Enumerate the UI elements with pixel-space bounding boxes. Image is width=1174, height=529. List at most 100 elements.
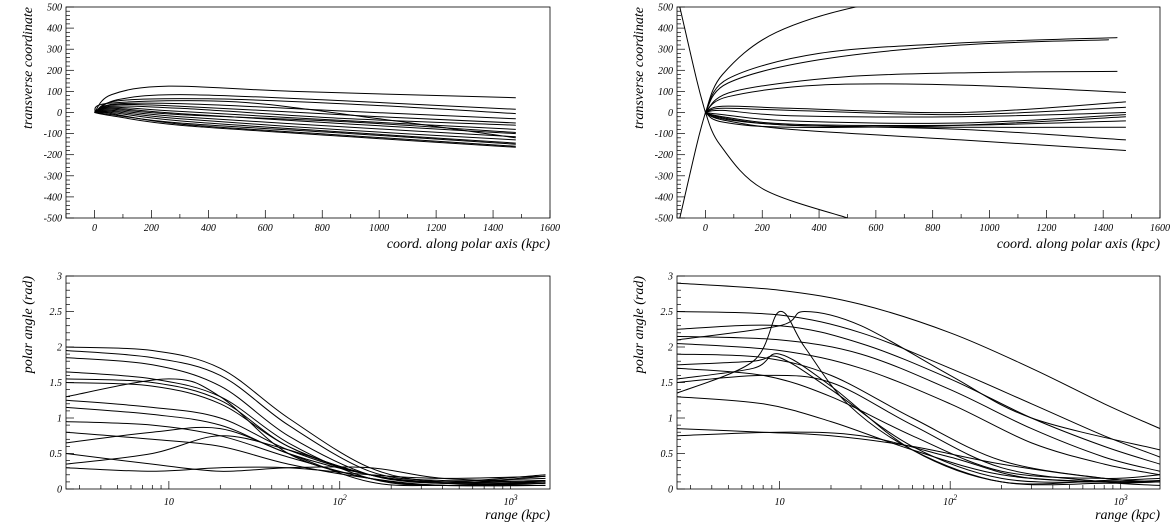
y-tick-label: 3 [667, 272, 673, 283]
x-tick-label: 400 [812, 223, 827, 234]
series-line-3 [677, 324, 1160, 465]
y-tick-label: 400 [658, 24, 673, 35]
series-line-6 [677, 310, 1160, 486]
x-axis-label: coord. along polar axis (kpc) [997, 237, 1161, 252]
series-line-2 [679, 112, 706, 218]
series-line-9 [94, 110, 516, 141]
series-line-11 [94, 111, 516, 147]
y-tick-label: 1.5 [661, 378, 674, 389]
y-tick-label: -100 [655, 129, 673, 140]
series-line-1 [679, 7, 706, 113]
series-line-2 [677, 311, 1160, 458]
x-tick-label: 200 [144, 223, 159, 234]
y-axis-label: transverse coordinate [632, 7, 647, 129]
chart-panel-1: 0 200 400 600 800 1000 1200 1400 1600-500-400-30… [21, 3, 560, 253]
y-tick-label: 200 [47, 66, 62, 77]
plot-frame [676, 275, 1161, 490]
x-tick-label: 1200 [426, 223, 446, 234]
x-tick-label: 800 [925, 223, 940, 234]
x-tick-label: 102 [333, 493, 347, 508]
y-tick-label: 2 [57, 343, 62, 354]
series-line-15 [66, 426, 546, 487]
y-tick-label: 100 [47, 87, 62, 98]
y-tick-label: 200 [658, 66, 673, 77]
y-tick-label: -400 [44, 192, 62, 203]
series-group [677, 282, 1160, 486]
x-tick-label: 10 [164, 497, 174, 508]
y-tick-label: 0.5 [661, 449, 674, 460]
series-line-11 [677, 396, 1160, 483]
series-line-12 [66, 435, 546, 486]
y-tick-label: 0 [57, 485, 62, 496]
x-axis-label: range (kpc) [485, 508, 550, 523]
x-tick-label: 0 [92, 223, 97, 234]
y-tick-label: 0 [668, 108, 673, 119]
y-tick-label: -200 [655, 150, 673, 161]
x-tick-label: 1400 [1093, 223, 1113, 234]
series-line-10 [677, 367, 1160, 479]
y-tick-label: -300 [655, 171, 673, 182]
y-tick-label: 2.5 [50, 307, 63, 318]
series-line-3 [704, 7, 858, 113]
y-tick-label: 0 [668, 485, 673, 496]
y-tick-label: -500 [44, 214, 62, 225]
x-tick-label: 0 [703, 223, 708, 234]
y-tick-label: -400 [655, 192, 673, 203]
x-tick-label: 10 [775, 497, 785, 508]
x-tick-label: 600 [868, 223, 883, 234]
series-line-15 [705, 112, 1126, 151]
y-tick-label: -100 [44, 129, 62, 140]
y-tick-label: 1 [668, 414, 673, 425]
series-line-9 [705, 106, 1126, 116]
series-line-2 [66, 350, 546, 482]
y-tick-label: 300 [657, 45, 673, 56]
x-tick-label: 1200 [1036, 223, 1056, 234]
series-line-1 [94, 85, 516, 113]
y-axis-label: polar angle (rad) [21, 276, 36, 375]
y-tick-label: 400 [47, 24, 62, 35]
x-tick-label: 1600 [1150, 223, 1170, 234]
series-line-13 [94, 108, 516, 133]
series-line-3 [66, 357, 546, 483]
series-line-6 [705, 70, 1118, 113]
y-tick-label: 0 [57, 108, 62, 119]
series-line-7 [677, 310, 1160, 451]
series-line-11 [705, 112, 1126, 124]
series-line-4 [677, 335, 1160, 472]
series-line-12 [705, 112, 1126, 126]
series-line-10 [66, 421, 546, 487]
y-tick-label: -300 [44, 171, 62, 182]
series-line-17 [704, 112, 848, 218]
chart-panel-2: 0 200 400 600 800 1000 1200 1400 1600-500-400-30… [632, 3, 1170, 253]
y-axis-label: polar angle (rad) [632, 276, 647, 375]
x-axis-label: coord. along polar axis (kpc) [387, 237, 551, 252]
y-tick-label: -200 [44, 150, 62, 161]
y-tick-label: 0.5 [50, 449, 63, 460]
series-line-15 [94, 100, 516, 139]
series-line-14 [94, 103, 516, 124]
y-tick-label: 2.5 [661, 307, 674, 318]
y-tick-label: 500 [47, 3, 62, 14]
series-group [94, 85, 516, 148]
series-line-7 [705, 83, 1126, 113]
series-line-3 [94, 98, 516, 115]
x-tick-label: 1000 [980, 223, 1000, 234]
x-tick-label: 1000 [369, 223, 389, 234]
x-tick-label: 1600 [540, 223, 560, 234]
y-tick-label: 300 [46, 45, 62, 56]
x-tick-label: 800 [315, 223, 330, 234]
series-line-16 [94, 112, 516, 148]
series-line-1 [677, 282, 1160, 430]
x-tick-label: 600 [258, 223, 273, 234]
x-tick-label: 400 [201, 223, 216, 234]
series-line-8 [677, 355, 1160, 483]
series-line-14 [677, 374, 1160, 486]
series-line-10 [705, 109, 1126, 118]
y-tick-label: 1 [57, 414, 62, 425]
y-tick-label: 1.5 [50, 378, 63, 389]
series-line-12 [677, 428, 1160, 483]
series-line-4 [94, 102, 516, 120]
x-axis-label: range (kpc) [1095, 508, 1160, 523]
chart-panel-3: 10 102 103 0 0.5 1 1.5 2 2.5 3 range (kpc) polar an… [21, 272, 551, 523]
